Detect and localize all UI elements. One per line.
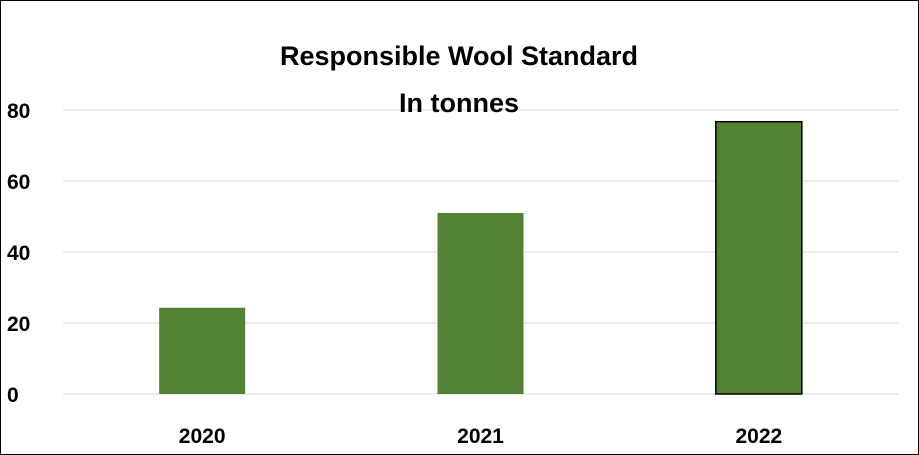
- x-tick-label-2022: 2022: [735, 425, 782, 448]
- bar-2020: [159, 307, 246, 394]
- y-tick-label-40: 40: [7, 242, 30, 265]
- x-tick-label-2020: 2020: [179, 425, 226, 448]
- bar-layer: [159, 120, 803, 395]
- y-tick-label-0: 0: [7, 384, 19, 407]
- x-tick-labels: 2020 2021 2022: [179, 425, 782, 448]
- bar-2022: [715, 120, 803, 395]
- chart-title: Responsible Wool Standard: [280, 41, 638, 71]
- chart-subtitle: In tonnes: [399, 88, 519, 118]
- y-tick-label-80: 80: [7, 100, 30, 123]
- x-tick-label-2021: 2021: [457, 425, 504, 448]
- bar-2021: [437, 212, 524, 394]
- y-tick-label-60: 60: [7, 171, 30, 194]
- y-tick-labels: 0 20 40 60 80: [7, 100, 30, 407]
- y-tick-label-20: 20: [7, 313, 30, 336]
